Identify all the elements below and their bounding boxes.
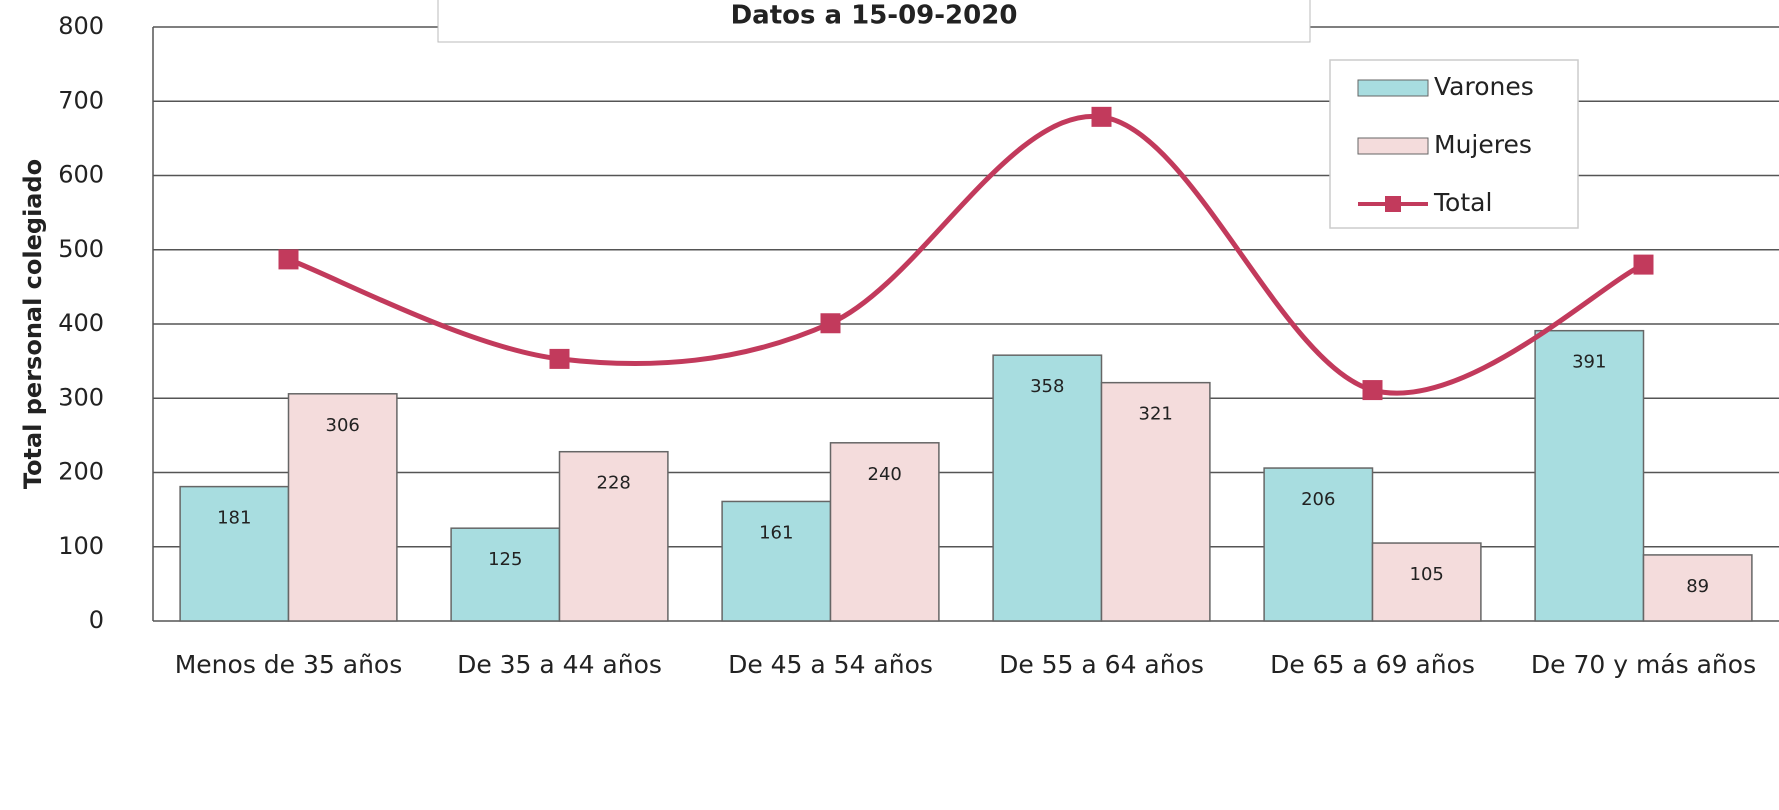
y-tick-label: 100: [58, 532, 104, 560]
bar: [829, 442, 940, 622]
y-axis-label: Total personal colegiado: [19, 159, 47, 489]
data-label: 181: [217, 508, 251, 529]
legend-label: Varones: [1434, 72, 1534, 101]
data-label: 358: [1030, 376, 1064, 397]
x-tick-label: De 35 a 44 años: [457, 650, 662, 679]
y-tick-label: 300: [58, 383, 104, 411]
bar: [1100, 381, 1211, 622]
data-label: 206: [1301, 489, 1335, 510]
legend-label: Mujeres: [1434, 130, 1532, 159]
x-tick-label: De 55 a 64 años: [999, 650, 1204, 679]
data-label: 240: [868, 464, 902, 485]
legend-swatch: [1357, 137, 1429, 155]
data-label: 391: [1572, 352, 1606, 373]
marker: [1362, 380, 1383, 401]
bar: [1263, 467, 1374, 622]
data-label: 125: [488, 549, 522, 570]
data-label: 105: [1410, 564, 1444, 585]
y-tick-label: 800: [58, 12, 104, 40]
y-tick-label: 200: [58, 458, 104, 486]
marker: [1633, 254, 1654, 275]
marker: [549, 348, 570, 369]
bar: [1642, 554, 1753, 622]
chart-title: Datos a 15-09-2020: [731, 1, 1018, 31]
bar: [287, 393, 398, 622]
data-label: 161: [759, 522, 793, 543]
x-tick-label: De 65 a 69 años: [1270, 650, 1475, 679]
y-tick-label: 500: [58, 235, 104, 263]
bar: [721, 500, 832, 622]
data-label: 228: [597, 473, 631, 494]
marker: [820, 313, 841, 334]
bar: [450, 527, 561, 622]
data-label: 89: [1686, 576, 1709, 597]
y-tick-label: 0: [89, 606, 104, 634]
data-label: 321: [1139, 404, 1173, 425]
legend-swatch: [1385, 196, 1401, 212]
x-tick-label: De 45 a 54 años: [728, 650, 933, 679]
bar: [1371, 542, 1482, 622]
marker: [278, 249, 299, 270]
x-tick-label: Menos de 35 años: [174, 650, 403, 679]
x-tick-label: De 70 y más años: [1530, 650, 1757, 679]
legend-swatch: [1357, 79, 1429, 97]
line: [287, 114, 1645, 396]
data-label: 306: [326, 415, 360, 436]
marker: [1091, 106, 1112, 127]
y-tick-label: 400: [58, 309, 104, 337]
legend-label: Total: [1433, 188, 1492, 217]
bar: [558, 450, 669, 622]
bar: [1534, 329, 1645, 622]
title-box: [437, 0, 1311, 43]
y-tick-label: 700: [58, 86, 104, 114]
y-tick-label: 600: [58, 161, 104, 189]
